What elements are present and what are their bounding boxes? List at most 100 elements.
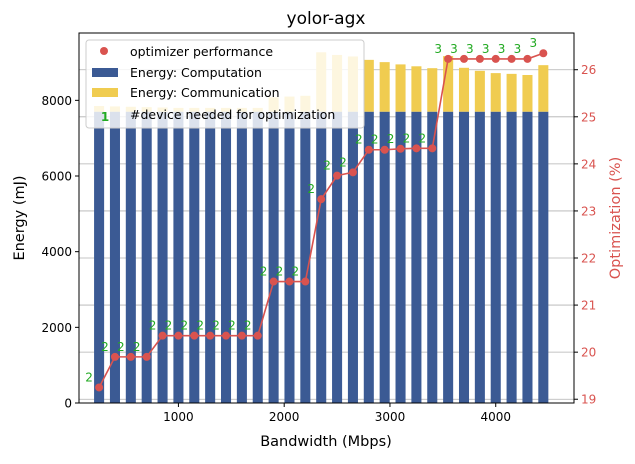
y2-tick-label: 24 xyxy=(581,157,596,171)
legend-box xyxy=(85,39,365,129)
optimizer-point xyxy=(301,277,310,286)
plot-frame xyxy=(78,32,575,404)
y-tick-label: 4000 xyxy=(41,245,72,259)
bar-computation xyxy=(284,111,295,403)
optimizer-point xyxy=(412,144,421,153)
bar-computation xyxy=(411,111,422,403)
device-count-label: 2 xyxy=(133,340,141,354)
device-count-label: 2 xyxy=(387,132,395,146)
device-count-labels: 22 2 22 2 2 2 2 2 22 2 222 22 2 2 2 23 3 3 3 3 3 3 xyxy=(85,36,537,384)
optimizer-point xyxy=(158,331,167,340)
legend-marker-devices: 1 xyxy=(101,110,109,124)
bar-communication xyxy=(363,59,374,112)
optimizer-point xyxy=(269,277,278,286)
bars xyxy=(94,52,549,403)
bar-computation xyxy=(427,111,438,403)
legend-label-optimizer: optimizer performance xyxy=(130,44,273,59)
device-count-label: 2 xyxy=(371,133,379,147)
y-tick-label: 6000 xyxy=(41,170,72,184)
device-count-label: 2 xyxy=(292,265,300,279)
optimizer-point xyxy=(364,145,373,154)
device-count-label: 2 xyxy=(165,319,173,333)
device-count-label: 2 xyxy=(339,155,347,169)
bar-computation xyxy=(236,111,247,403)
bar-computation xyxy=(332,111,343,403)
bar-computation xyxy=(395,111,406,403)
bar-computation xyxy=(205,111,216,403)
legend-label-communication: Energy: Communication xyxy=(130,85,280,100)
bar-computation xyxy=(316,111,327,403)
x-tick-label: 3000 xyxy=(375,410,406,424)
optimizer-point xyxy=(428,144,437,153)
bar-computation xyxy=(125,111,136,403)
bar-computation xyxy=(490,111,501,403)
device-count-label: 3 xyxy=(530,36,538,50)
y-tick-label: 0 xyxy=(64,397,72,411)
device-count-label: 2 xyxy=(418,131,426,145)
bar-computation xyxy=(506,111,517,403)
y2-tick-label: 22 xyxy=(581,252,596,266)
device-count-label: 2 xyxy=(212,319,220,333)
y-tick-label: 2000 xyxy=(41,321,72,335)
x-tick-label: 1000 xyxy=(163,410,194,424)
bar-communication xyxy=(538,65,549,112)
optimizer-point xyxy=(222,331,231,340)
device-count-label: 3 xyxy=(498,42,506,56)
bar-communication xyxy=(443,56,454,112)
optimizer-point xyxy=(475,54,484,63)
bar-computation xyxy=(379,111,390,403)
y2-axis-label: Optimization (%) xyxy=(608,157,624,279)
device-count-label: 3 xyxy=(514,42,522,56)
optimizer-point xyxy=(110,352,119,361)
device-count-label: 2 xyxy=(307,182,315,196)
x-tick-label: 4000 xyxy=(480,410,511,424)
optimizer-point xyxy=(317,195,326,204)
y-tick-label: 8000 xyxy=(41,94,72,108)
legend: 1 optimizer performance Energy: Computat… xyxy=(85,39,365,129)
device-count-label: 3 xyxy=(450,42,458,56)
y2-tick-label: 21 xyxy=(581,299,596,313)
device-count-label: 2 xyxy=(403,131,411,145)
bar-computation xyxy=(363,111,374,403)
bar-computation xyxy=(300,111,311,403)
legend-label-computation: Energy: Computation xyxy=(130,65,262,80)
device-count-label: 2 xyxy=(101,340,109,354)
bar-computation xyxy=(458,111,470,403)
y2-tick-label: 23 xyxy=(581,204,596,218)
optimizer-point xyxy=(491,54,500,63)
legend-label-devices: #device needed for optimization xyxy=(130,107,335,122)
bar-communication xyxy=(379,62,390,112)
chart-title: yolor-agx xyxy=(287,9,366,29)
optimizer-point xyxy=(174,331,183,340)
device-count-label: 2 xyxy=(180,319,188,333)
device-count-label: 2 xyxy=(323,159,331,173)
bar-computation xyxy=(189,111,200,403)
optimizer-point xyxy=(507,54,516,63)
optimizer-point xyxy=(333,171,342,180)
optimizer-point xyxy=(126,352,135,361)
device-count-label: 2 xyxy=(85,370,93,384)
optimizer-point xyxy=(348,168,357,177)
bar-communication xyxy=(506,73,517,112)
device-count-label: 2 xyxy=(355,133,363,147)
bar-communication xyxy=(474,70,485,112)
bar-computation xyxy=(94,111,105,403)
bar-computation xyxy=(522,111,533,403)
optimizer-point xyxy=(237,331,246,340)
bar-computation xyxy=(252,111,263,403)
device-count-label: 2 xyxy=(149,319,157,333)
y2-tick-label: 25 xyxy=(581,110,596,124)
optimizer-point xyxy=(444,54,453,63)
optimizer-point xyxy=(285,277,294,286)
optimizer-point xyxy=(523,54,532,63)
bar-computation xyxy=(347,111,358,403)
optimizer-point xyxy=(206,331,215,340)
device-count-label: 2 xyxy=(276,265,284,279)
device-count-label: 3 xyxy=(434,42,442,56)
device-count-label: 3 xyxy=(466,42,474,56)
bar-computation xyxy=(268,111,279,403)
device-count-label: 2 xyxy=(228,319,236,333)
bar-communication xyxy=(395,64,406,112)
optimizer-point xyxy=(380,145,389,154)
